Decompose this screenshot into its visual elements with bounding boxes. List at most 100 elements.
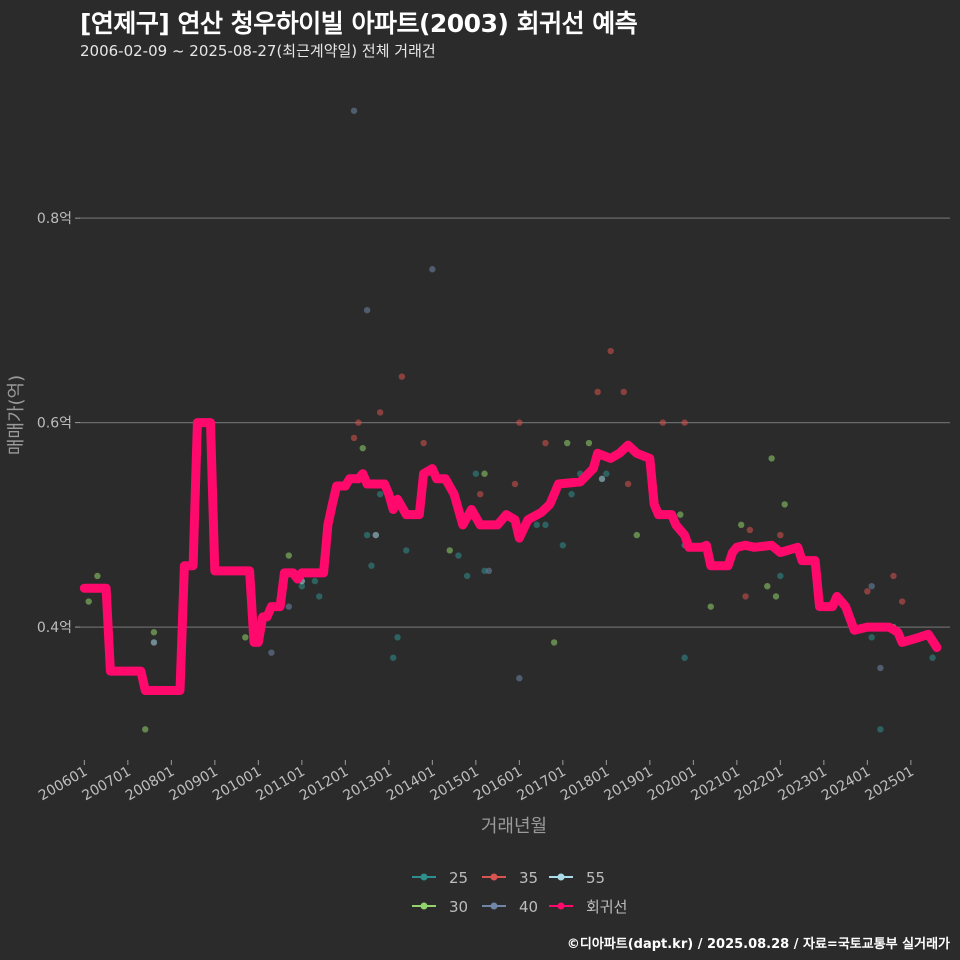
data-point-25: [868, 634, 875, 641]
data-point-35: [350, 434, 358, 442]
source-credit: ©디아파트(dapt.kr) / 2025.08.28 / 자료=국토교통부 실…: [566, 937, 950, 952]
page-subtitle: 2006-02-09 ~ 2025-08-27(최근계약일) 전체 거래건: [80, 42, 436, 60]
data-point-35: [890, 572, 897, 580]
data-point-40: [363, 306, 371, 314]
x-tick-label: 201001: [210, 764, 264, 805]
data-point-25: [316, 593, 323, 600]
y-tick-label: 0.8억: [37, 211, 72, 227]
data-point-40: [350, 107, 358, 114]
data-point-30: [564, 439, 571, 447]
data-point-40: [268, 649, 275, 656]
data-point-30: [446, 547, 453, 554]
x-axis-ticks: 2006012007012008012009012010012011012012…: [36, 764, 917, 805]
y-axis-title: 매매가(억): [6, 375, 27, 455]
data-point-35: [607, 347, 614, 355]
data-point-30: [707, 603, 714, 610]
data-point-30: [764, 582, 771, 590]
x-tick-label: 202001: [645, 764, 699, 805]
scatter-points: [85, 107, 936, 733]
data-point-30: [142, 726, 149, 733]
data-point-25: [394, 634, 401, 641]
x-tick-label: 201301: [341, 764, 395, 805]
data-point-30: [781, 501, 788, 508]
data-point-25: [877, 726, 884, 733]
data-point-25: [463, 572, 471, 580]
x-axis-title: 거래년월: [481, 816, 547, 837]
page-title: [연제구] 연산 청우하이빌 아파트(2003) 회귀선 예측: [80, 9, 638, 38]
data-point-25: [929, 654, 936, 661]
legend-item: 회귀선: [549, 898, 627, 916]
x-tick-label: 200901: [167, 764, 221, 805]
data-point-55: [150, 639, 158, 646]
x-tick-label: 202101: [689, 764, 743, 805]
data-point-30: [242, 634, 249, 641]
data-point-25: [472, 470, 480, 477]
x-axis-tick-marks: [83, 760, 912, 765]
data-point-25: [568, 490, 575, 498]
data-point-25: [559, 542, 567, 549]
x-tick-label: 201401: [384, 764, 438, 805]
x-tick-label: 202401: [819, 764, 873, 805]
x-tick-label: 201801: [558, 764, 612, 805]
x-tick-label: 200601: [36, 764, 90, 805]
x-tick-label: 201601: [471, 764, 525, 805]
data-point-35: [624, 480, 632, 488]
data-point-25: [368, 562, 375, 569]
data-point-55: [372, 531, 379, 539]
data-point-40: [877, 664, 884, 672]
data-point-40: [285, 603, 292, 610]
legend-marker: [557, 902, 565, 910]
legend: 25 35 55 30 40 회귀선: [412, 869, 627, 916]
x-tick-label: 202201: [732, 764, 786, 805]
data-point-40: [516, 675, 523, 682]
legend-item: 25: [412, 869, 468, 887]
x-tick-label: 201701: [515, 764, 569, 805]
data-point-25: [603, 470, 610, 477]
data-point-30: [768, 455, 775, 462]
data-point-25: [363, 531, 371, 539]
y-axis-ticks: 0.4억 0.6억 0.8억: [37, 211, 72, 636]
legend-label: 회귀선: [586, 898, 627, 916]
data-point-25: [542, 521, 549, 529]
data-point-35: [511, 480, 519, 488]
legend-item: 35: [482, 869, 538, 887]
data-point-30: [285, 552, 292, 559]
data-point-35: [659, 419, 667, 426]
data-point-30: [94, 572, 101, 580]
data-point-35: [542, 439, 549, 447]
legend-marker: [420, 873, 428, 881]
legend-label: 40: [519, 898, 538, 916]
data-point-35: [398, 373, 406, 380]
y-tick-label: 0.6억: [37, 416, 72, 432]
data-point-25: [311, 577, 319, 585]
data-point-35: [864, 588, 871, 595]
legend-label: 55: [586, 869, 605, 887]
legend-label: 30: [449, 898, 468, 916]
data-point-40: [485, 567, 493, 575]
data-point-30: [633, 531, 640, 539]
data-point-40: [868, 582, 875, 590]
legend-item: 55: [549, 869, 605, 887]
data-point-35: [681, 419, 688, 426]
data-point-25: [390, 654, 397, 661]
x-tick-label: 201201: [297, 764, 351, 805]
data-point-30: [772, 593, 780, 600]
legend-marker: [557, 873, 565, 881]
y-axis-tick-marks: [75, 217, 80, 628]
data-point-35: [777, 531, 784, 539]
data-point-35: [594, 388, 601, 396]
data-point-25: [298, 582, 306, 590]
data-point-30: [359, 444, 366, 452]
data-point-30: [481, 470, 488, 477]
data-point-35: [376, 409, 384, 416]
data-point-25: [681, 654, 688, 661]
data-point-25: [403, 547, 410, 554]
data-point-40: [429, 266, 436, 273]
data-point-35: [620, 388, 627, 396]
legend-marker: [420, 902, 428, 910]
x-tick-label: 201101: [254, 764, 308, 805]
x-tick-label: 202301: [776, 764, 830, 805]
data-point-25: [533, 521, 540, 529]
x-tick-label: 202501: [863, 764, 917, 805]
